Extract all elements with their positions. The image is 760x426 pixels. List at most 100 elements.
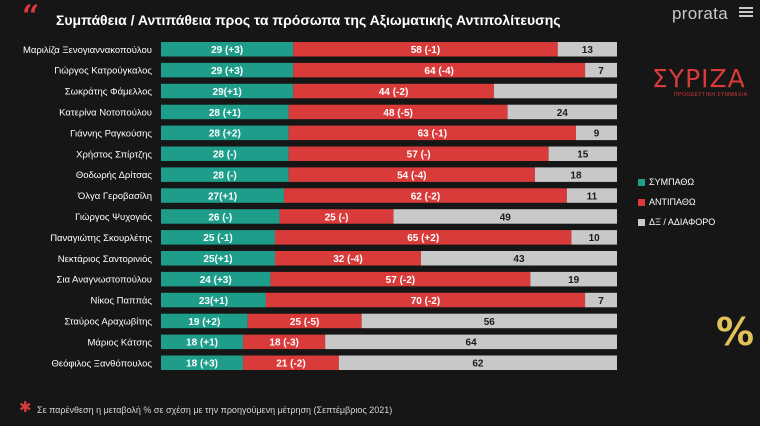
category-label: Γιάννης Ραγκούσης — [70, 128, 152, 139]
data-label-sympatho: 26 (-) — [208, 212, 232, 223]
category-label: Σωκράτης Φάμελλος — [65, 87, 153, 98]
category-label: Όλγα Γεροβασίλη — [77, 191, 152, 202]
category-label: Χρήστος Σπίρτζης — [76, 149, 152, 160]
data-label-dx: 64 — [466, 338, 478, 349]
data-label-dx: 11 — [587, 191, 598, 202]
bar-segment-dx — [325, 334, 617, 350]
bar-segment-dx — [338, 355, 617, 370]
category-label: Νίκος Παππάς — [90, 296, 152, 307]
bar-segment-sympatho — [161, 146, 289, 161]
data-label-dx: 24 — [557, 108, 569, 119]
category-label: Θεόφιλος Ξανθόπουλος — [51, 358, 152, 369]
data-label-sympatho: 29 (+3) — [211, 66, 243, 77]
bar-segment-sympatho — [161, 313, 248, 329]
data-label-antipatho: 70 (-2) — [411, 296, 440, 307]
bar-segment-antipatho — [288, 125, 576, 141]
bar-segment-sympatho — [161, 209, 280, 224]
bar-segment-dx — [530, 271, 617, 287]
bar-segment-antipatho — [293, 83, 494, 99]
legend-item-dx: ΔΞ / ΑΔΙΑΦΟΡΟ — [638, 217, 715, 227]
bar-segment-sympatho — [161, 42, 294, 57]
category-label: Μάριος Κάτσης — [88, 337, 153, 348]
bar-segment-antipatho — [275, 230, 572, 245]
data-label-antipatho: 65 (+2) — [407, 233, 439, 244]
legend-swatch-antipatho — [638, 198, 645, 206]
bar-segment-antipatho — [243, 334, 326, 350]
data-label-dx: 18 — [570, 170, 582, 181]
bar-segment-sympatho — [161, 62, 294, 78]
legend-label-antipatho: ΑΝΤΙΠΑΘΩ — [649, 197, 696, 207]
bar-segment-antipatho — [293, 62, 586, 78]
party-logo: ΣΥΡΙΖΑ ΠΡΟΟΔΕΥΤΙΚΗ ΣΥΜΜΑΧΙΑ — [652, 66, 748, 106]
party-logo-text: ΣΥΡΙΖΑ — [652, 64, 746, 93]
data-label-sympatho: 28 (-) — [213, 150, 237, 161]
category-label: Γιώργος Κατρούγκαλος — [54, 66, 152, 77]
bar-segment-sympatho — [161, 355, 244, 370]
bar-segment-sympatho — [161, 83, 294, 99]
bar-segment-dx — [571, 230, 617, 245]
category-label: Γιώργος Ψυχογιός — [75, 212, 152, 223]
bar-segment-antipatho — [275, 251, 421, 266]
category-label: Νεκτάριος Σαντορινιός — [58, 254, 153, 265]
data-label-sympatho: 25 (-1) — [203, 233, 232, 244]
party-logo-subtitle: ΠΡΟΟΔΕΥΤΙΚΗ ΣΥΜΜΑΧΙΑ — [674, 92, 748, 98]
bar-segment-dx — [534, 167, 617, 182]
bar-segment-dx — [507, 104, 617, 120]
data-label-antipatho: 64 (-4) — [424, 66, 453, 77]
data-label-sympatho: 29 (+3) — [211, 45, 243, 56]
category-label: Θοδωρής Δρίτσας — [76, 170, 153, 181]
bar-segment-sympatho — [161, 104, 289, 120]
page-title: Συμπάθεια / Αντιπάθεια προς τα πρόσωπα τ… — [56, 12, 561, 28]
data-label-antipatho: 21 (-2) — [276, 359, 305, 370]
bar-segment-dx — [493, 83, 617, 99]
bar-segment-antipatho — [284, 188, 567, 203]
category-label: Μαριλίζα Ξενογιαννακοπούλου — [23, 45, 152, 56]
quote-mark-icon: “ — [22, 0, 40, 34]
bar-segment-antipatho — [243, 355, 339, 370]
legend-label-dx: ΔΞ / ΑΔΙΑΦΟΡΟ — [649, 217, 716, 227]
data-label-dx: 15 — [577, 150, 589, 161]
data-label-antipatho: 63 (-1) — [418, 129, 447, 140]
bar-segment-sympatho — [161, 334, 244, 350]
bar-segment-antipatho — [288, 167, 535, 182]
data-label-sympatho: 28 (-) — [213, 170, 237, 181]
bar-segment-sympatho — [161, 230, 275, 245]
data-label-sympatho: 28 (+2) — [209, 129, 241, 140]
data-label-dx: 49 — [500, 212, 512, 223]
percent-icon: % — [716, 310, 755, 354]
legend-label-sympatho: ΣΥΜΠΑΘΩ — [649, 177, 695, 187]
data-label-antipatho: 57 (-) — [407, 150, 431, 161]
asterisk-icon: ✱ — [19, 399, 32, 416]
bar-segment-sympatho — [161, 188, 285, 203]
data-label-antipatho: 25 (-5) — [290, 317, 319, 328]
bar-segment-sympatho — [161, 271, 271, 287]
bar-segment-sympatho — [161, 125, 289, 141]
legend-swatch-sympatho — [638, 178, 645, 186]
bar-segment-dx — [393, 209, 617, 224]
bar-segment-dx — [585, 62, 617, 78]
bar-segment-antipatho — [288, 104, 508, 120]
data-label-sympatho: 29(+1) — [213, 87, 242, 98]
data-label-sympatho: 18 (+1) — [186, 338, 218, 349]
bar-segment-antipatho — [247, 313, 362, 329]
data-label-sympatho: 28 (+1) — [209, 108, 241, 119]
data-label-antipatho: 62 (-2) — [411, 191, 440, 202]
brand-bars-icon — [739, 7, 753, 21]
data-label-sympatho: 18 (+3) — [186, 359, 218, 370]
brand-logo: prorata — [672, 4, 728, 23]
data-label-dx: 13 — [582, 45, 594, 56]
category-label: Κατερίνα Νοτοπούλου — [59, 107, 152, 118]
bar-segment-dx — [585, 292, 617, 308]
data-label-sympatho: 19 (+2) — [188, 317, 220, 328]
data-label-antipatho: 44 (-2) — [379, 87, 408, 98]
data-label-dx: 10 — [589, 233, 601, 244]
bar-segment-sympatho — [161, 251, 275, 266]
category-label: Παναγιώτης Σκουρλέτης — [50, 233, 152, 244]
legend-item-sympatho: ΣΥΜΠΑΘΩ — [638, 177, 694, 187]
bar-segment-dx — [548, 146, 617, 161]
data-label-sympatho: 25(+1) — [203, 254, 232, 265]
data-label-antipatho: 25 (-) — [325, 212, 349, 223]
bar-segment-dx — [420, 251, 617, 266]
data-label-sympatho: 23(+1) — [199, 296, 228, 307]
